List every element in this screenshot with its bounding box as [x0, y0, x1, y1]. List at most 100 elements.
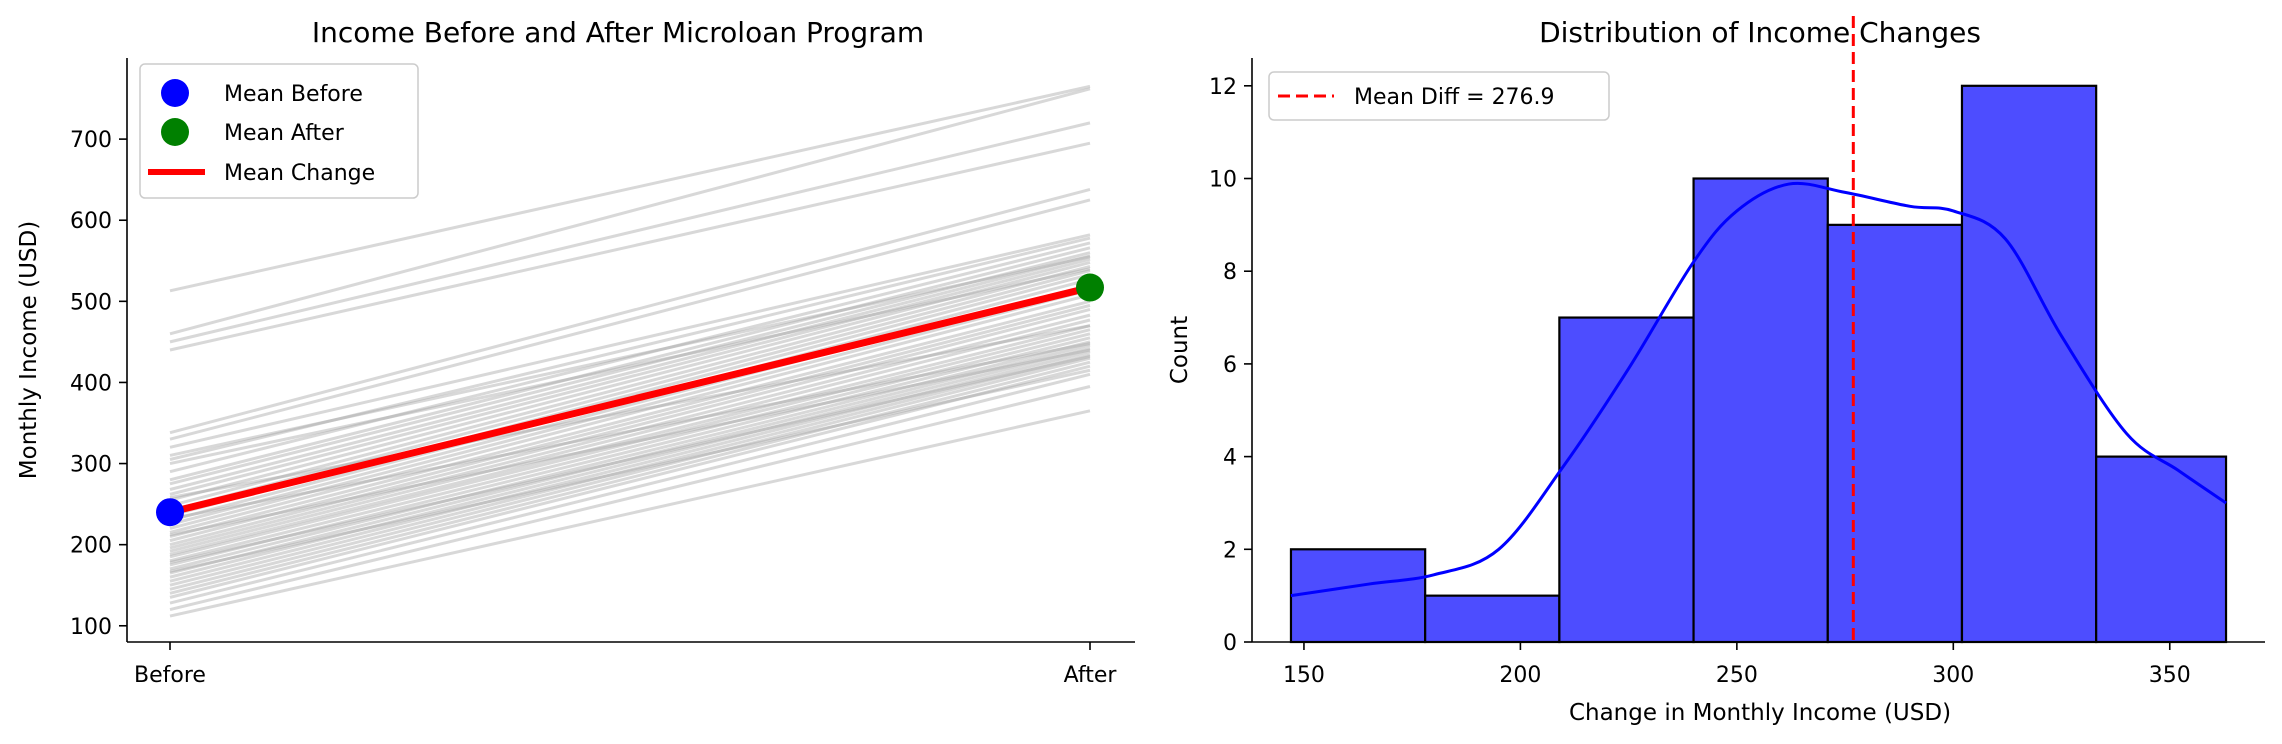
left-y-axis-label: Monthly Income (USD) — [16, 221, 42, 479]
kde-curve — [1290, 181, 2227, 598]
y-tick-label: 600 — [70, 209, 112, 234]
individual-line — [169, 187, 1091, 435]
individual-line — [169, 265, 1091, 508]
histogram-bars — [1289, 84, 2228, 644]
individual-line — [169, 236, 1091, 461]
histogram-bar — [1424, 594, 1561, 644]
mean-series — [156, 273, 1104, 527]
individual-line — [169, 348, 1091, 537]
individual-line — [169, 409, 1091, 618]
y-tick-label: 200 — [70, 534, 112, 559]
y-tick-label: 8 — [1223, 260, 1237, 285]
right-x-axis-label: Change in Monthly Income (USD) — [1569, 700, 1951, 726]
mean-after-point — [1076, 273, 1104, 302]
individual-line — [169, 340, 1091, 571]
left-chart-title: Income Before and After Microloan Progra… — [312, 16, 924, 49]
individual-line — [169, 356, 1091, 591]
individual-line — [169, 343, 1091, 575]
mean-before-point — [156, 498, 184, 527]
y-tick-label: 10 — [1209, 168, 1237, 193]
legend-marker-mean-after — [161, 118, 189, 146]
x-tick-label: 150 — [1283, 663, 1325, 688]
right-y-ticks: 0 2 4 6 8 10 12 — [1209, 75, 1252, 656]
y-tick-label: 500 — [70, 290, 112, 315]
individual-line — [169, 293, 1091, 534]
x-tick-label: 300 — [1932, 663, 1974, 688]
left-chart: Income Before and After Microloan Progra… — [16, 16, 1135, 688]
histogram-bar — [1558, 316, 1695, 644]
individual-line — [169, 260, 1091, 502]
left-y-ticks: 100 200 300 400 500 600 700 — [70, 128, 127, 640]
y-tick-label: 300 — [70, 453, 112, 478]
x-tick-label: Before — [134, 663, 206, 688]
individual-line — [169, 364, 1091, 599]
individual-line — [169, 255, 1091, 457]
individual-line — [169, 257, 1091, 496]
individual-line — [169, 241, 1091, 474]
x-tick-label: After — [1064, 663, 1118, 688]
individual-line — [169, 368, 1091, 573]
right-legend: Mean Diff = 276.9 — [1268, 71, 1610, 121]
right-y-axis-label: Count — [1167, 316, 1193, 384]
y-tick-label: 0 — [1223, 631, 1237, 656]
individual-line — [169, 372, 1091, 605]
histogram-bar — [1289, 548, 1427, 644]
individual-line — [169, 324, 1091, 556]
individual-line — [169, 355, 1091, 564]
y-tick-label: 12 — [1209, 75, 1237, 100]
right-x-ticks: 150 200 250 300 350 — [1283, 642, 2191, 688]
individual-line — [169, 313, 1091, 550]
y-tick-label: 6 — [1223, 353, 1237, 378]
individual-line — [169, 246, 1091, 482]
legend-label-mean-after: Mean After — [224, 121, 345, 146]
legend-label-mean-change: Mean Change — [224, 161, 375, 186]
individual-line — [169, 254, 1091, 491]
individual-line — [169, 87, 1091, 336]
individual-line — [169, 328, 1091, 559]
y-tick-label: 700 — [70, 128, 112, 153]
individual-line — [169, 121, 1091, 344]
individual-line — [169, 324, 1091, 500]
histogram-bar — [1826, 223, 1964, 644]
individual-line — [169, 332, 1091, 563]
histogram-bar — [2095, 455, 2228, 644]
individual-line — [169, 288, 1091, 530]
individual-line — [169, 141, 1091, 352]
x-tick-label: 200 — [1499, 663, 1541, 688]
left-x-ticks: Before After — [134, 642, 1117, 688]
individual-line — [169, 385, 1091, 612]
individual-lines — [169, 84, 1091, 618]
individual-line — [169, 198, 1091, 441]
individual-line — [169, 318, 1091, 553]
individual-line — [169, 307, 1091, 547]
individual-line — [169, 336, 1091, 567]
legend-marker-mean-before — [161, 79, 189, 107]
y-tick-label: 2 — [1223, 538, 1237, 563]
individual-line — [169, 303, 1091, 543]
y-tick-label: 100 — [70, 615, 112, 640]
y-tick-label: 400 — [70, 371, 112, 396]
individual-line — [169, 269, 1091, 513]
individual-line — [169, 346, 1091, 579]
x-tick-label: 250 — [1716, 663, 1758, 688]
individual-line — [169, 267, 1091, 466]
histogram-bar — [1960, 84, 2098, 644]
individual-line — [169, 251, 1091, 486]
x-tick-label: 350 — [2149, 663, 2191, 688]
histogram-bar — [1692, 177, 1829, 644]
mean-change-line — [166, 284, 1094, 516]
right-chart: Distribution of Income Changes 0 2 4 6 8 10 12… — [1167, 16, 2265, 726]
individual-line — [169, 299, 1091, 539]
legend-label-mean-diff: Mean Diff = 276.9 — [1354, 85, 1555, 110]
individual-line — [169, 350, 1091, 583]
individual-line — [169, 353, 1091, 587]
left-legend-box — [139, 63, 419, 199]
individual-line — [169, 233, 1091, 449]
individual-line — [169, 84, 1091, 293]
y-tick-label: 4 — [1223, 446, 1237, 471]
individual-line — [169, 342, 1091, 521]
individual-line — [169, 360, 1091, 595]
right-chart-title: Distribution of Income Changes — [1539, 16, 1981, 49]
legend-label-mean-before: Mean Before — [224, 82, 363, 107]
